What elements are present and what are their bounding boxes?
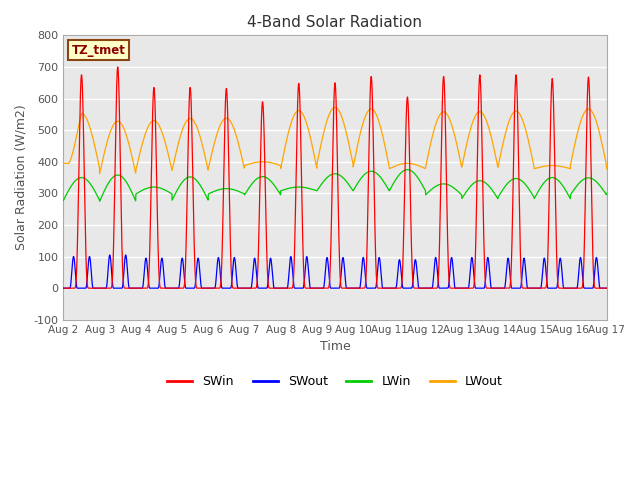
X-axis label: Time: Time xyxy=(319,340,350,353)
Legend: SWin, SWout, LWin, LWout: SWin, SWout, LWin, LWout xyxy=(163,370,508,393)
Text: TZ_tmet: TZ_tmet xyxy=(72,44,125,57)
Title: 4-Band Solar Radiation: 4-Band Solar Radiation xyxy=(248,15,422,30)
Y-axis label: Solar Radiation (W/m2): Solar Radiation (W/m2) xyxy=(15,105,28,251)
